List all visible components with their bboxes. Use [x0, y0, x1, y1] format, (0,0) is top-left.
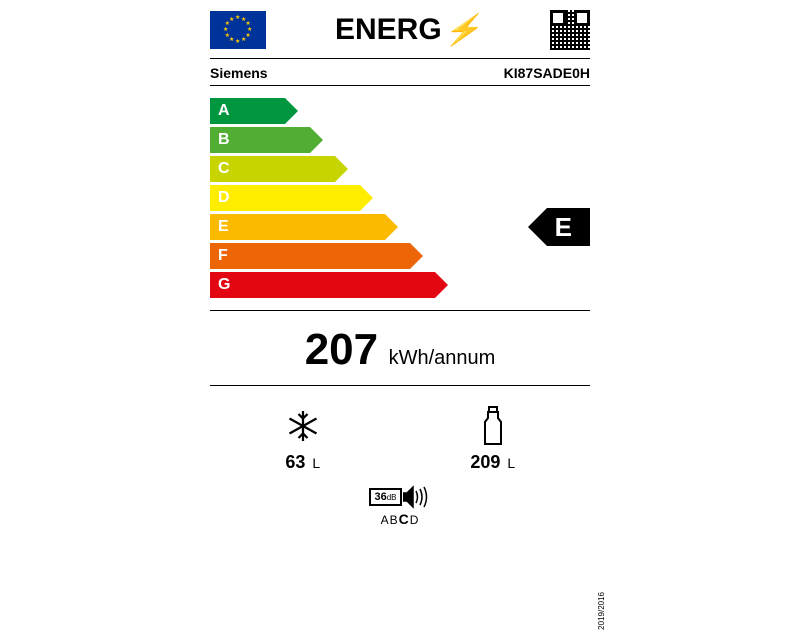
noise-db-unit: dB: [387, 493, 397, 502]
efficiency-bar-letter: G: [218, 276, 230, 294]
header: ★★★★★★★★★★★★ ENERG ⚡: [210, 10, 590, 59]
noise-class-letter: D: [410, 513, 420, 527]
manufacturer: Siemens: [210, 65, 268, 81]
efficiency-bar-letter: C: [218, 160, 230, 178]
noise-class-letter: B: [390, 513, 399, 527]
product-rating-arrow: E: [547, 208, 590, 246]
noise-db-value: 36: [374, 491, 386, 503]
noise-emission: 36dB ABCD: [210, 473, 590, 527]
efficiency-bar-letter: E: [218, 218, 229, 236]
efficiency-scale: ABCDEFG E: [210, 86, 590, 306]
brand-row: Siemens KI87SADE0H: [210, 59, 590, 86]
consumption-value: 207: [305, 325, 378, 374]
efficiency-bar-letter: D: [218, 189, 230, 207]
annual-consumption: 207 kWh/annum: [210, 311, 590, 386]
efficiency-bar-a: A: [210, 98, 590, 124]
fridge-spec: 209 L: [470, 404, 515, 473]
efficiency-bar-letter: F: [218, 247, 228, 265]
regulation-number: 2019/2016: [597, 592, 606, 630]
freezer-unit: L: [312, 455, 320, 471]
product-rating-letter: E: [555, 212, 572, 243]
model-number: KI87SADE0H: [504, 65, 590, 81]
efficiency-bar-f: F: [210, 243, 590, 269]
freezer-spec: 63 L: [285, 404, 321, 473]
compartment-specs: 63 L 209 L: [210, 386, 590, 473]
noise-class-letter: A: [381, 513, 390, 527]
efficiency-bar-letter: A: [218, 102, 230, 120]
freezer-volume: 63: [285, 452, 305, 472]
speaker-icon: 36dB: [369, 485, 430, 509]
eu-flag-icon: ★★★★★★★★★★★★: [210, 11, 266, 49]
efficiency-bar-letter: B: [218, 131, 230, 149]
qr-code-icon: [550, 10, 590, 50]
noise-class-scale: ABCD: [381, 511, 420, 527]
energy-title-text: ENERG: [335, 13, 442, 47]
fridge-volume: 209: [470, 452, 500, 472]
energy-bolt-icon: ⚡: [444, 13, 481, 48]
consumption-unit: kWh/annum: [389, 347, 496, 369]
energy-title: ENERG ⚡: [335, 13, 481, 48]
efficiency-bar-b: B: [210, 127, 590, 153]
fridge-unit: L: [507, 455, 515, 471]
snowflake-icon: [285, 404, 321, 448]
efficiency-bar-c: C: [210, 156, 590, 182]
energy-label: ★★★★★★★★★★★★ ENERG ⚡ Siemens KI87SADE0H …: [190, 0, 610, 537]
noise-class-letter: C: [399, 511, 410, 527]
bottle-icon: [482, 404, 504, 448]
efficiency-bar-g: G: [210, 272, 590, 298]
